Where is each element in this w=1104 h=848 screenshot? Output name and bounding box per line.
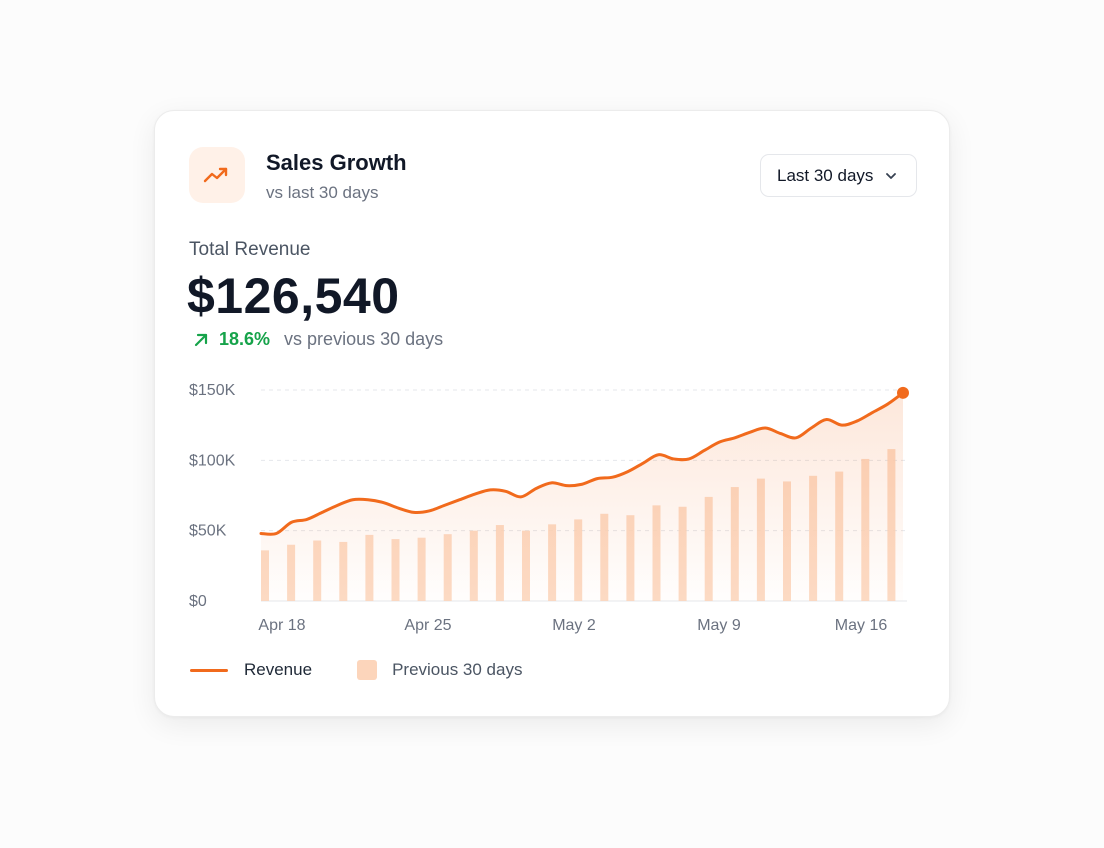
change-row: 18.6% vs previous 30 days bbox=[193, 329, 443, 350]
x-tick-label: May 9 bbox=[697, 617, 741, 634]
revenue-area bbox=[261, 392, 903, 601]
chevron-down-icon bbox=[886, 172, 897, 179]
y-tick-label: $150K bbox=[189, 382, 236, 399]
trending-up-icon-box bbox=[189, 147, 245, 203]
card-subtitle: vs last 30 days bbox=[266, 183, 379, 202]
y-tick-label: $0 bbox=[189, 593, 207, 610]
trending-up-icon bbox=[203, 167, 228, 183]
sales-growth-card: Sales Growth vs last 30 days Last 30 day… bbox=[154, 110, 950, 717]
date-range-value: Last 30 days bbox=[777, 165, 874, 185]
metric-label: Total Revenue bbox=[189, 239, 311, 260]
revenue-chart: $0 $50K $100K $150K Apr 18 Apr 25 May 2 May 9 Ma… bbox=[189, 382, 909, 634]
arrow-up-right-icon bbox=[194, 333, 208, 346]
x-tick-label: May 2 bbox=[552, 617, 596, 634]
legend-previous-swatch bbox=[357, 660, 378, 680]
legend-previous-label: Previous 30 days bbox=[392, 660, 523, 679]
y-tick-label: $50K bbox=[189, 523, 227, 540]
revenue-line bbox=[259, 391, 905, 536]
change-percent: 18.6% bbox=[219, 329, 271, 349]
chart-legend: Revenue Previous 30 days bbox=[190, 660, 522, 680]
change-note: vs previous 30 days bbox=[284, 329, 444, 349]
legend-revenue-label: Revenue bbox=[244, 660, 313, 679]
revenue-endpoint-dot bbox=[897, 386, 909, 399]
metric-value: $126,540 bbox=[187, 268, 400, 324]
card-title: Sales Growth bbox=[266, 150, 407, 175]
y-tick-label: $100K bbox=[189, 452, 236, 469]
date-range-select[interactable]: Last 30 days bbox=[760, 154, 917, 197]
x-tick-label: Apr 25 bbox=[404, 617, 451, 634]
x-tick-label: Apr 18 bbox=[258, 617, 305, 634]
x-tick-label: May 16 bbox=[835, 617, 888, 634]
legend-revenue-line bbox=[190, 668, 228, 672]
